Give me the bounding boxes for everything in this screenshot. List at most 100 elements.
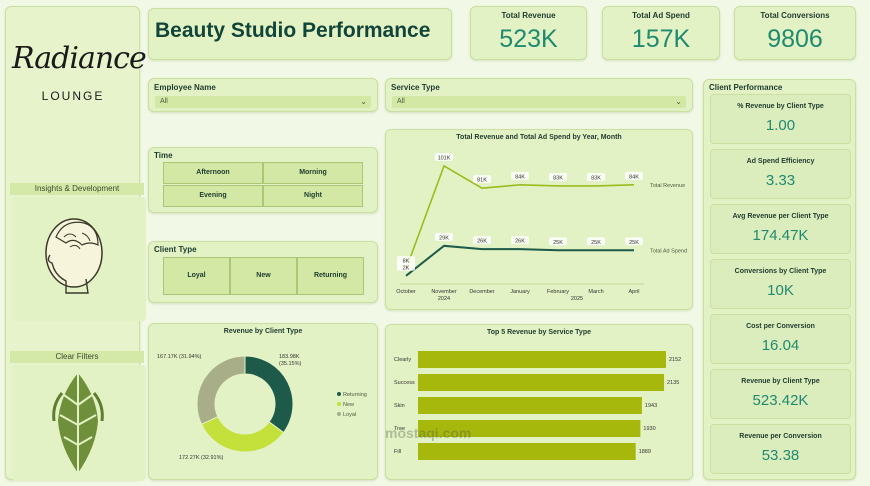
employee-filter: Employee Name All ⌄	[148, 78, 378, 112]
bar	[418, 351, 666, 368]
metric-value: 3.33	[765, 172, 796, 189]
time-slicer: Time Afternoon Morning Evening Night	[148, 147, 378, 213]
data-label: 84K	[515, 174, 525, 180]
kpi-total-revenue: Total Revenue 523K	[470, 6, 587, 60]
line-chart: 8K 101K 81K 84K 83K 83K 84K Total Revenue 2K 29K 2…	[396, 152, 687, 302]
x-tick-label: February	[547, 289, 569, 295]
legend-item: New	[343, 402, 354, 408]
kpi-value: 9806	[767, 25, 823, 53]
year-label: 2025	[571, 296, 583, 302]
woman-profile-icon	[45, 218, 103, 294]
sidebar: Radiance LOUNGE Insights & Development C…	[5, 6, 147, 481]
client-type-slicer: Client Type Loyal New Returning	[148, 241, 378, 303]
metric-card: Revenue by Client Type 523.42K	[710, 369, 851, 419]
data-label-bg	[511, 236, 529, 245]
time-option-night[interactable]: Night	[263, 185, 363, 207]
metric-card: Cost per Conversion 16.04	[710, 314, 851, 364]
data-label: 26K	[477, 239, 487, 245]
metric-label: Conversions by Client Type	[734, 268, 827, 275]
bar	[418, 443, 636, 460]
service-filter: Service Type All ⌄	[385, 78, 693, 112]
time-option-evening[interactable]: Evening	[163, 185, 263, 207]
data-label: 1930	[643, 426, 655, 432]
chevron-down-icon: ⌄	[360, 97, 367, 106]
data-label: 81K	[477, 178, 487, 184]
metric-value: 523.42K	[752, 392, 809, 409]
employee-filter-label: Employee Name	[154, 83, 216, 92]
dropdown-value: All	[160, 98, 168, 105]
client-performance-title: Client Performance	[709, 83, 783, 92]
line-chart-panel: Total Revenue and Total Ad Spend by Year…	[385, 129, 693, 310]
y-tick-label: Clearly	[394, 357, 411, 363]
data-label: 8K	[403, 259, 410, 265]
time-slicer-label: Time	[154, 151, 173, 160]
insights-label: Insights & Development	[10, 183, 144, 195]
logo-script-text: Radiance	[12, 41, 147, 76]
kpi-total-ad-spend: Total Ad Spend 157K	[602, 6, 720, 60]
logo-subtext: LOUNGE	[41, 89, 105, 103]
legend-item: Returning	[343, 392, 367, 398]
metric-value: 1.00	[765, 117, 796, 134]
metric-card: Ad Spend Efficiency 3.33	[710, 149, 851, 199]
y-tick-label: Skin	[394, 403, 405, 409]
year-label: 2024	[438, 296, 450, 302]
data-label-bg	[435, 152, 453, 161]
page-title: Beauty Studio Performance	[155, 19, 431, 42]
x-tick-label: January	[510, 289, 530, 295]
data-label-bg	[549, 172, 567, 181]
metric-card: Conversions by Client Type 10K	[710, 259, 851, 309]
data-label-bg	[397, 262, 415, 271]
data-label-bg	[473, 236, 491, 245]
data-label: 2135	[667, 380, 679, 386]
metric-label: % Revenue by Client Type	[737, 103, 824, 110]
data-label: 25K	[591, 240, 601, 246]
bar	[418, 374, 665, 391]
data-label-bg	[625, 237, 643, 246]
metric-label: Revenue by Client Type	[741, 378, 820, 385]
kpi-label: Total Revenue	[501, 11, 556, 20]
insights-button[interactable]	[12, 197, 146, 321]
data-label-bg	[435, 232, 453, 241]
clear-filters-button[interactable]: Clear Filters	[10, 351, 144, 363]
bar	[418, 397, 642, 414]
data-label-bg	[473, 175, 491, 184]
x-tick-label: March	[588, 289, 603, 295]
time-option-afternoon[interactable]: Afternoon	[163, 162, 263, 184]
kpi-value: 523K	[499, 25, 558, 53]
client-option-returning[interactable]: Returning	[297, 257, 364, 295]
client-option-loyal[interactable]: Loyal	[163, 257, 230, 295]
kpi-label: Total Ad Spend	[632, 11, 690, 20]
data-label-bg	[625, 171, 643, 180]
kpi-value: 157K	[631, 25, 691, 53]
data-label: 1889	[639, 449, 651, 455]
chevron-down-icon: ⌄	[675, 97, 682, 106]
bar-chart-panel: Top 5 Revenue by Service Type Clearly 215…	[385, 324, 693, 480]
donut-slice	[244, 355, 294, 434]
metric-value: 174.47K	[752, 227, 809, 244]
data-label: 25K	[629, 240, 639, 246]
data-label-bg	[549, 237, 567, 246]
data-label-bg	[397, 256, 415, 265]
title-panel: Beauty Studio Performance	[148, 8, 452, 60]
metric-card: Avg Revenue per Client Type 174.47K	[710, 204, 851, 254]
x-tick-label: October	[396, 289, 416, 295]
data-label: 83K	[553, 175, 563, 181]
bar-chart: Clearly 2152 Success 2135 Skin 1943 Tree 1930 Fi…	[394, 351, 681, 460]
metric-value: 16.04	[761, 337, 800, 354]
x-tick-label: April	[628, 289, 639, 295]
employee-dropdown[interactable]: All ⌄	[155, 96, 371, 108]
metric-value: 53.38	[761, 447, 800, 464]
time-option-morning[interactable]: Morning	[263, 162, 363, 184]
legend-swatch	[337, 412, 341, 416]
slice-label: 183.98K	[279, 354, 300, 360]
service-dropdown[interactable]: All ⌄	[392, 96, 686, 108]
client-option-new[interactable]: New	[230, 257, 297, 295]
kpi-total-conversions: Total Conversions 9806	[734, 6, 856, 60]
metric-label: Cost per Conversion	[746, 323, 815, 330]
client-performance-panel: Client Performance % Revenue by Client T…	[703, 79, 856, 480]
data-label: 101K	[438, 155, 451, 161]
metric-value: 10K	[767, 282, 794, 299]
legend-swatch	[337, 392, 341, 396]
donut-chart-panel: Revenue by Client Type 183.98K (35.15%) 17…	[148, 323, 378, 480]
data-label-bg	[511, 171, 529, 180]
